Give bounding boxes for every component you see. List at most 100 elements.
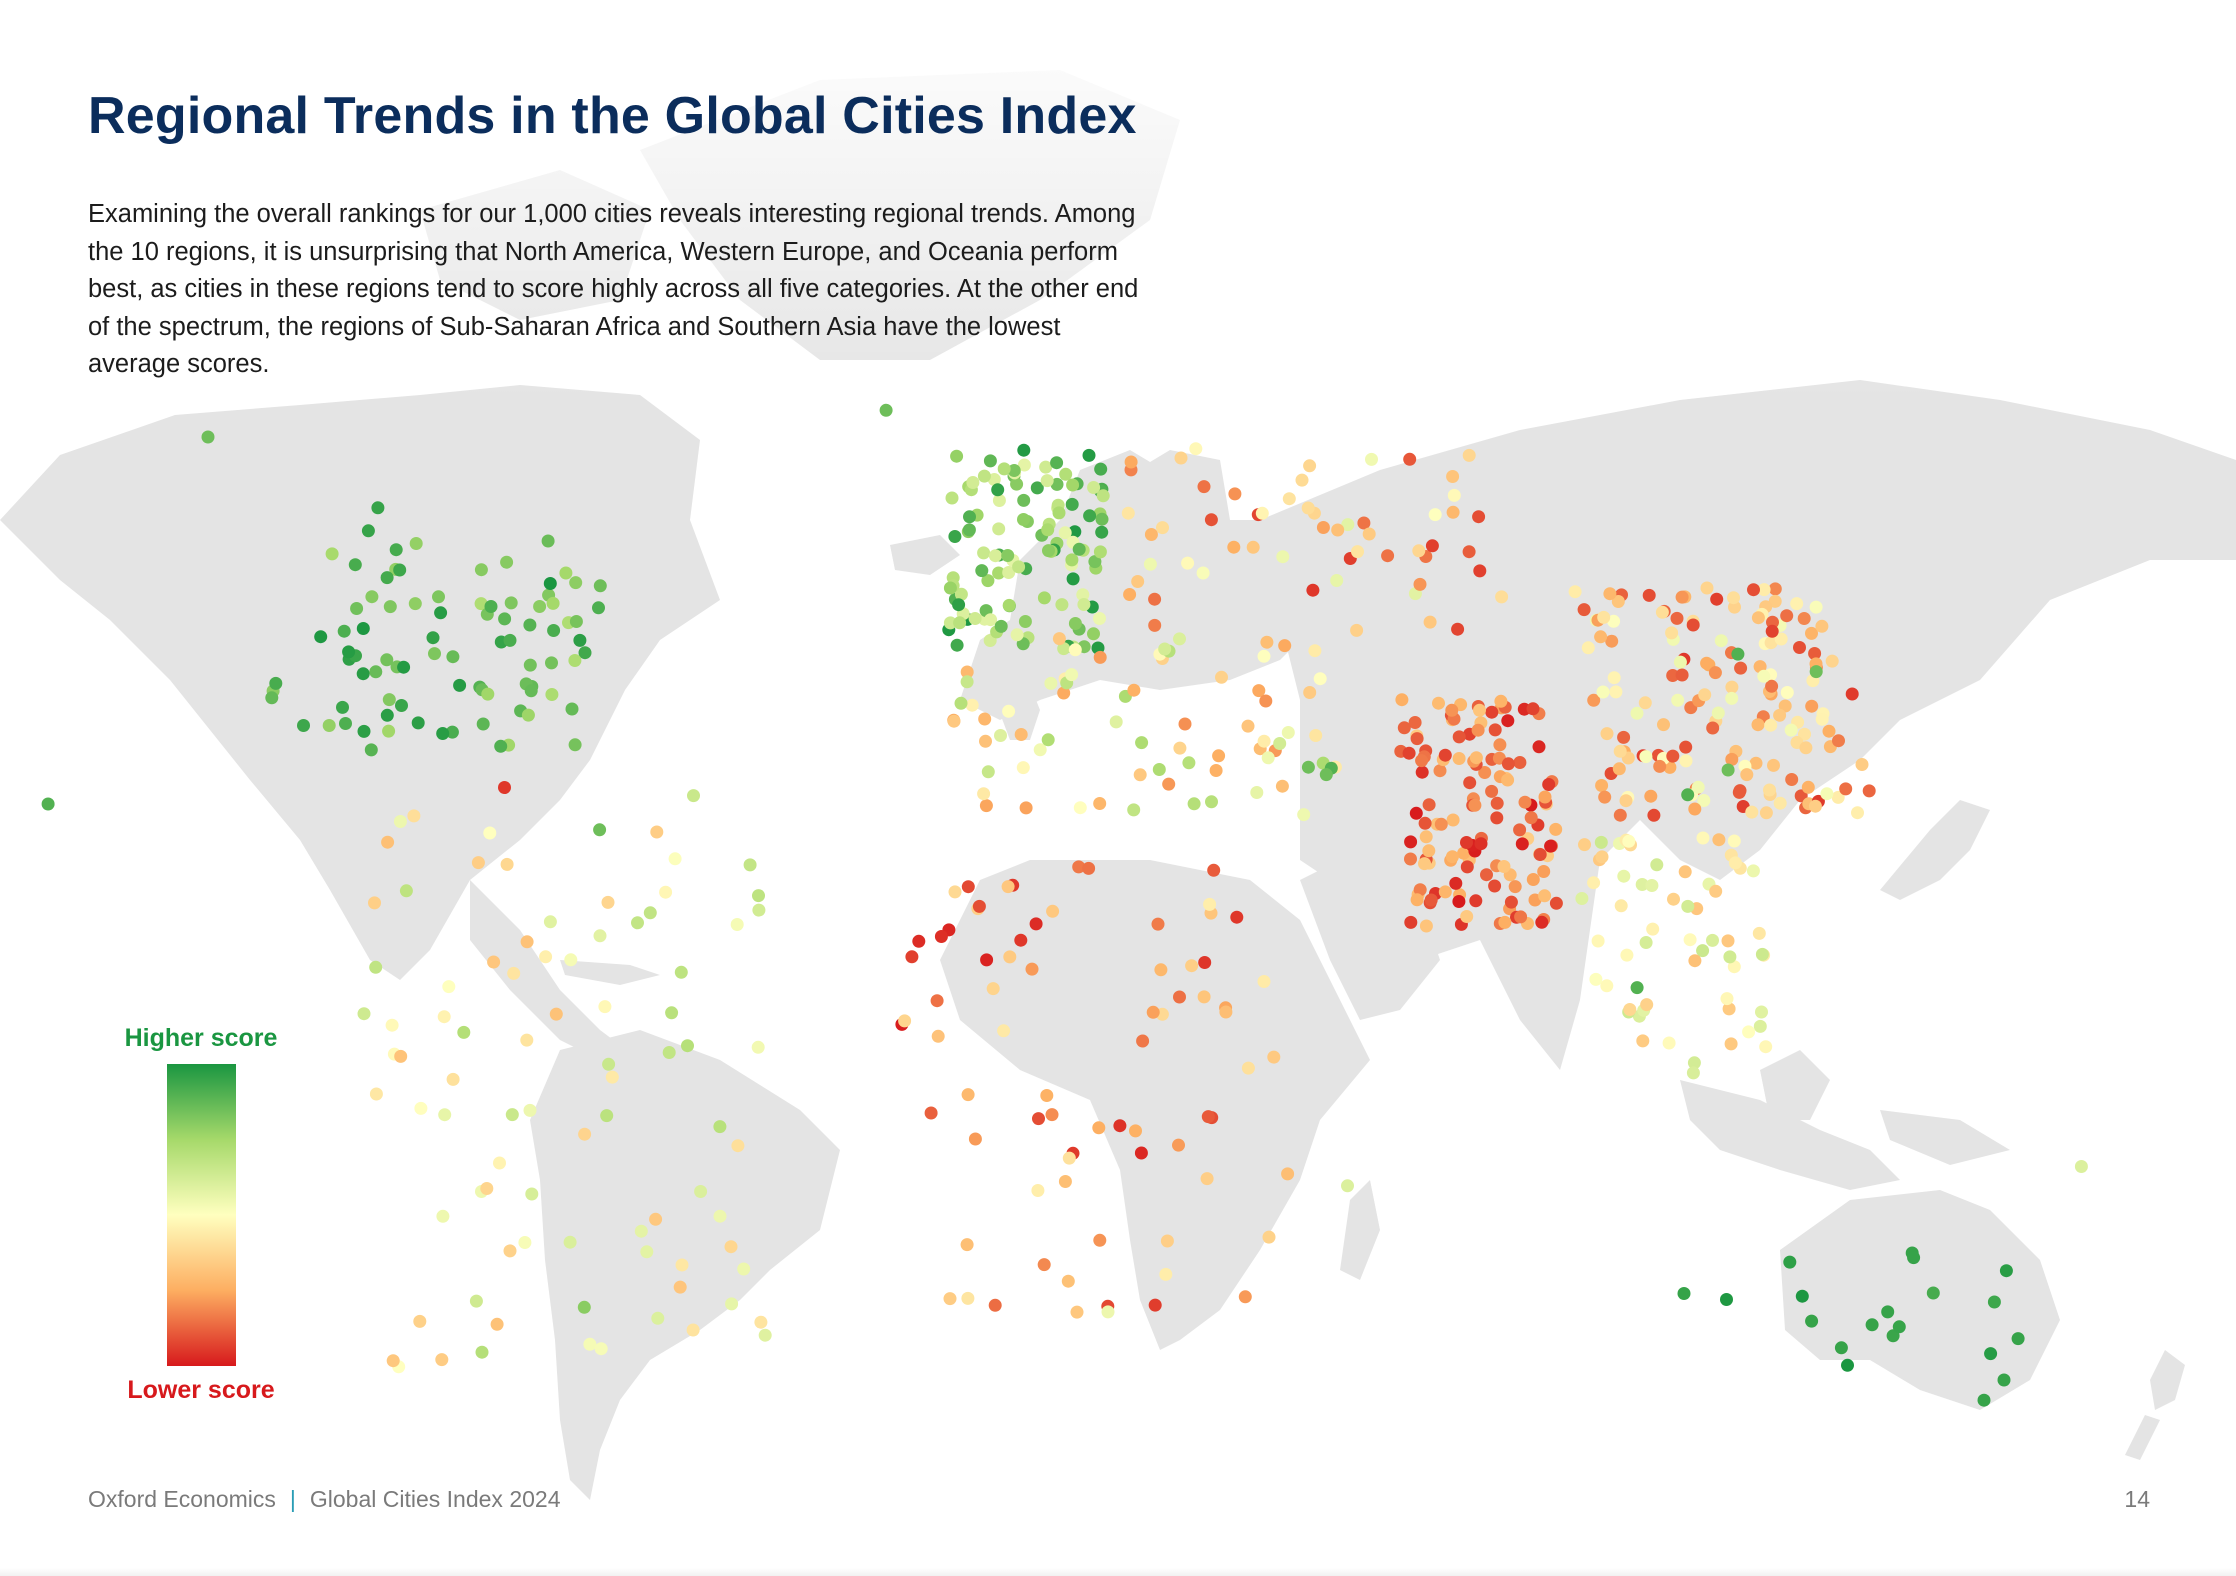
city-point (634, 1224, 648, 1238)
city-point (1977, 1393, 1991, 1407)
city-point (518, 1236, 532, 1249)
city-point (972, 899, 986, 913)
city-point (1462, 448, 1476, 462)
city-point (1734, 661, 1748, 675)
footer-brand: Oxford Economics (88, 1486, 276, 1512)
city-point (356, 622, 370, 635)
city-point (494, 739, 508, 753)
city-point (988, 1298, 1002, 1312)
city-point (1740, 768, 1754, 782)
city-point (365, 590, 379, 604)
city-point (1046, 904, 1060, 918)
city-point (524, 684, 538, 698)
city-point (1784, 723, 1798, 737)
city-point (446, 1072, 460, 1086)
city-point (1809, 600, 1823, 614)
city-point (1031, 1184, 1045, 1197)
city-point (1250, 786, 1264, 799)
city-point (649, 1212, 663, 1226)
city-point (545, 656, 558, 670)
city-point (1070, 1305, 1084, 1319)
city-point (339, 717, 352, 730)
city-point (1033, 743, 1047, 757)
city-point (987, 473, 1001, 486)
city-point (898, 1014, 912, 1028)
city-point (389, 543, 403, 557)
city-point (393, 815, 407, 828)
city-point (1418, 857, 1431, 871)
city-point (1780, 609, 1794, 623)
city-point (1686, 618, 1700, 632)
city-point (1058, 1175, 1072, 1188)
city-point (1493, 738, 1507, 752)
city-point (1822, 724, 1836, 738)
city-point (474, 563, 488, 577)
city-point (1620, 948, 1634, 962)
city-point (988, 549, 1002, 563)
city-point (1275, 779, 1289, 793)
city-point (1831, 790, 1845, 804)
top-fade-overlay (0, 0, 2236, 400)
city-point (1797, 612, 1811, 625)
city-point (1029, 917, 1043, 931)
city-point (500, 857, 514, 871)
city-point (1267, 1050, 1281, 1064)
city-point (743, 858, 757, 872)
city-point (457, 1025, 471, 1039)
city-point (1698, 688, 1712, 702)
city-point (1635, 878, 1649, 891)
city-point (1538, 889, 1552, 903)
city-point (1025, 962, 1039, 976)
city-point (1845, 687, 1859, 701)
city-point (487, 955, 501, 969)
city-point (1501, 757, 1515, 771)
city-point (1037, 1258, 1051, 1272)
city-point (1706, 933, 1719, 947)
city-point (1673, 655, 1687, 669)
city-point (1700, 581, 1714, 595)
city-point (1533, 848, 1547, 861)
city-point (1203, 897, 1217, 911)
page-number: 14 (2124, 1486, 2150, 1512)
city-point (1598, 790, 1612, 804)
city-point (963, 510, 976, 524)
city-point (411, 716, 425, 730)
city-point (1655, 605, 1669, 619)
city-point (1032, 1112, 1045, 1126)
landmass-british-isles (995, 660, 1040, 740)
city-point (549, 1007, 563, 1021)
city-point (1537, 865, 1551, 878)
city-point (1513, 823, 1527, 837)
city-point (997, 462, 1011, 476)
city-point (1178, 717, 1192, 731)
city-point (428, 647, 441, 661)
city-point (369, 1087, 383, 1101)
city-point (961, 880, 975, 894)
city-point (1200, 1172, 1214, 1186)
city-point (543, 577, 557, 590)
city-point (1790, 597, 1804, 611)
city-point (1066, 572, 1080, 586)
city-point (997, 1024, 1011, 1038)
city-point (1408, 716, 1422, 729)
city-point (361, 524, 375, 538)
city-point (1042, 544, 1055, 558)
city-point (1709, 884, 1723, 898)
city-point (960, 665, 974, 679)
city-point (1446, 505, 1460, 519)
city-point (1999, 1264, 2013, 1278)
city-point (1764, 718, 1778, 732)
city-point (1160, 1234, 1174, 1248)
city-point (981, 765, 995, 779)
city-point (1057, 642, 1071, 656)
city-point (1677, 1287, 1691, 1300)
city-point (523, 1103, 537, 1117)
landmass-japan (1880, 800, 1990, 900)
city-point (1468, 798, 1482, 812)
city-point (961, 1291, 975, 1305)
city-point (686, 1323, 700, 1337)
city-point (369, 665, 383, 679)
city-point (1805, 699, 1819, 713)
city-point (1532, 740, 1546, 754)
landmass-iceland (890, 535, 960, 575)
